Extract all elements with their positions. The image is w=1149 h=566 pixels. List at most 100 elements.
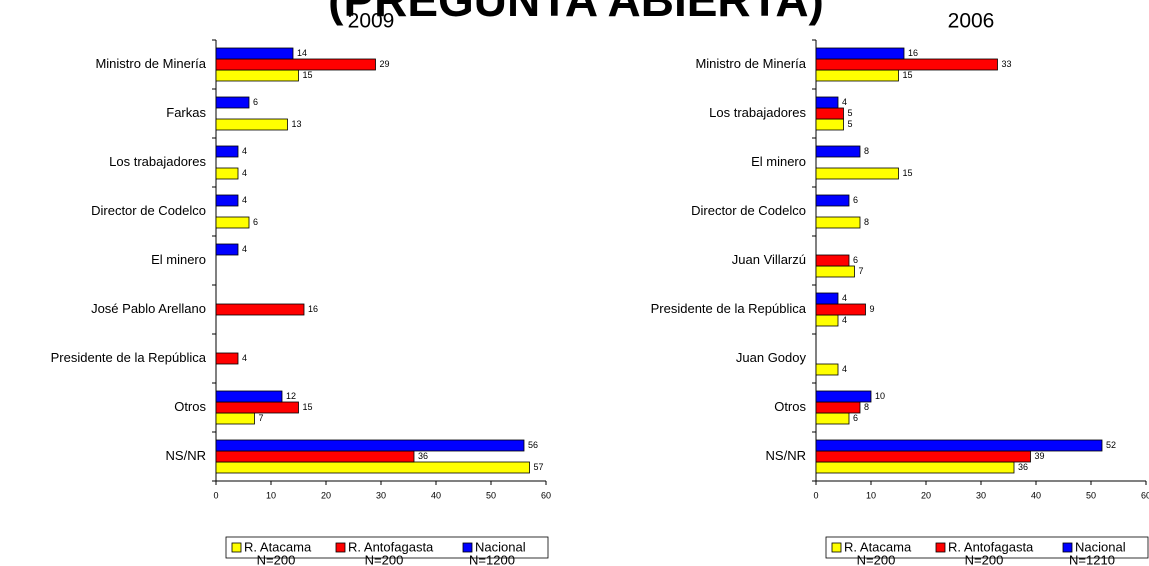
- category-label: Los trabajadores: [109, 154, 206, 169]
- value-label: 52: [1106, 440, 1116, 450]
- category-label: Otros: [774, 399, 806, 414]
- bar: [815, 450, 1031, 463]
- value-label: 10: [875, 391, 885, 401]
- bar: [215, 69, 299, 82]
- x-tick-label: 10: [866, 490, 876, 500]
- value-label: 6: [253, 217, 258, 227]
- value-label: 6: [853, 413, 858, 423]
- value-label: 4: [842, 315, 847, 325]
- chart-title: 2009: [348, 10, 395, 33]
- x-tick-label: 30: [976, 490, 986, 500]
- legend-swatch: [231, 542, 242, 553]
- value-label: 4: [242, 195, 247, 205]
- bar: [815, 439, 1103, 452]
- x-tick-label: 40: [431, 490, 441, 500]
- value-label: 5: [848, 119, 853, 129]
- value-label: 15: [903, 168, 913, 178]
- bar: [215, 216, 250, 229]
- category-label: El minero: [151, 252, 206, 267]
- x-tick-label: 50: [1086, 490, 1096, 500]
- value-label: 15: [903, 70, 913, 80]
- x-tick-label: 40: [1031, 490, 1041, 500]
- bar: [815, 363, 839, 376]
- category-label: NS/NR: [766, 448, 806, 463]
- sample-size: N=1200: [469, 552, 515, 566]
- bar: [215, 450, 415, 463]
- bar: [815, 412, 850, 425]
- sample-size: N=200: [965, 552, 1004, 566]
- category-label: José Pablo Arellano: [91, 301, 206, 316]
- value-label: 4: [842, 293, 847, 303]
- value-label: 6: [853, 255, 858, 265]
- bar: [815, 194, 850, 207]
- chart-title: 2006: [948, 10, 995, 33]
- legend-label: R. Atacama: [244, 539, 312, 554]
- sample-size: N=200: [365, 552, 404, 566]
- bar: [215, 352, 239, 365]
- sample-size: N=1210: [1069, 552, 1115, 566]
- bar: [815, 461, 1015, 474]
- value-label: 13: [292, 119, 302, 129]
- bar: [215, 194, 239, 207]
- bar: [215, 439, 525, 452]
- category-label: Director de Codelco: [691, 203, 806, 218]
- x-tick-label: 60: [541, 490, 551, 500]
- bar: [215, 401, 299, 414]
- bar: [215, 96, 250, 109]
- value-label: 15: [303, 402, 313, 412]
- bar: [815, 216, 861, 229]
- bar: [815, 118, 844, 131]
- value-label: 12: [286, 391, 296, 401]
- bar: [815, 69, 899, 82]
- category-label: Presidente de la República: [51, 350, 207, 365]
- bar: [815, 47, 905, 60]
- bar: [215, 167, 239, 180]
- legend-label: R. Atacama: [844, 539, 912, 554]
- value-label: 4: [842, 364, 847, 374]
- value-label: 6: [853, 195, 858, 205]
- category-label: Juan Godoy: [736, 350, 807, 365]
- value-label: 4: [242, 168, 247, 178]
- bar: [215, 47, 294, 60]
- legend-swatch: [935, 542, 946, 553]
- x-tick-label: 10: [266, 490, 276, 500]
- value-label: 4: [242, 244, 247, 254]
- heading: (PREGUNTA ABIERTA): [328, 0, 824, 26]
- value-label: 16: [308, 304, 318, 314]
- legend-box: [825, 536, 1149, 559]
- legend-box: [225, 536, 549, 559]
- value-label: 8: [864, 402, 869, 412]
- x-tick-label: 20: [921, 490, 931, 500]
- value-label: 4: [242, 146, 247, 156]
- category-label: Ministro de Minería: [695, 56, 806, 71]
- category-label: El minero: [751, 154, 806, 169]
- value-label: 9: [870, 304, 875, 314]
- bar: [215, 118, 288, 131]
- bar: [815, 96, 839, 109]
- category-label: Otros: [174, 399, 206, 414]
- value-label: 7: [859, 266, 864, 276]
- category-label: Los trabajadores: [709, 105, 806, 120]
- value-label: 8: [864, 217, 869, 227]
- value-label: 33: [1002, 59, 1012, 69]
- value-label: 57: [534, 462, 544, 472]
- category-label: NS/NR: [166, 448, 206, 463]
- category-label: Juan Villarzú: [732, 252, 806, 267]
- value-label: 36: [418, 451, 428, 461]
- x-tick-label: 0: [213, 490, 218, 500]
- bar: [215, 390, 283, 403]
- bar: [815, 145, 861, 158]
- sample-size: N=200: [257, 552, 296, 566]
- value-label: 4: [842, 97, 847, 107]
- x-tick-label: 0: [813, 490, 818, 500]
- x-tick-label: 20: [321, 490, 331, 500]
- value-label: 4: [242, 353, 247, 363]
- value-label: 39: [1035, 451, 1045, 461]
- bar: [815, 254, 850, 267]
- legend-label: R. Antofagasta: [948, 539, 1034, 554]
- value-label: 6: [253, 97, 258, 107]
- bar: [815, 167, 899, 180]
- value-label: 7: [259, 413, 264, 423]
- legend-label: Nacional: [475, 539, 526, 554]
